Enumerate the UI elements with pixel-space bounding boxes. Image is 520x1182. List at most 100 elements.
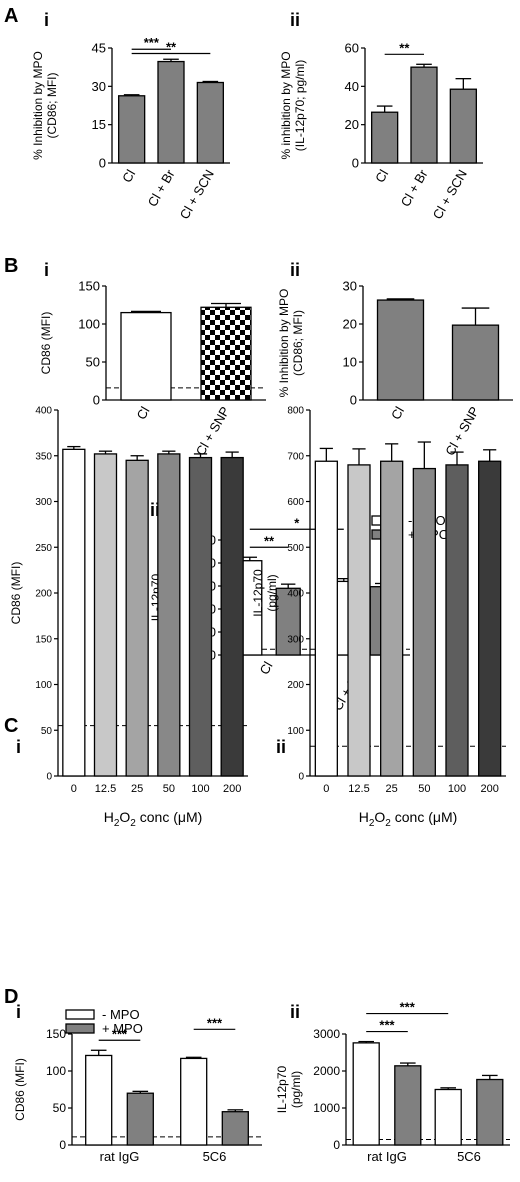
y-tick-label: 0 — [352, 156, 359, 171]
y-tick-label: 0 — [350, 393, 357, 408]
section-label-A: A — [4, 5, 18, 27]
y-tick-label: 0 — [209, 648, 216, 663]
bar — [196, 81, 224, 164]
legend-swatch — [65, 1009, 95, 1020]
y-axis-label: CD86 (MFI) — [9, 562, 23, 625]
bar — [118, 95, 146, 164]
bar — [220, 456, 244, 777]
bar — [380, 460, 404, 777]
y-axis-label-2: (CD86; MFI) — [291, 310, 305, 376]
bar — [410, 66, 438, 164]
bar — [449, 88, 477, 164]
bar — [62, 448, 86, 777]
y-tick-label: 350 — [35, 451, 52, 462]
x-tick-label: 200 — [480, 783, 498, 795]
x-tick-label: 5C6 — [457, 1149, 481, 1164]
panel-label: i — [16, 1002, 21, 1022]
x-tick-label: Cl + Br — [145, 166, 178, 209]
significance-label: *** — [112, 1026, 128, 1041]
y-tick-label: 15 — [92, 117, 106, 132]
panel-A-ii: ii 0 20 40 60 % inhibition by MPO (IL-12p70; p… — [279, 10, 483, 222]
x-tick-label: Cl + SCN — [430, 167, 470, 222]
y-tick-label: 100 — [46, 1064, 66, 1078]
x-axis-label: H2O2 conc (μM) — [359, 809, 458, 829]
y-axis-label: IL-12p70 — [251, 569, 265, 617]
y-axis-label: CD86 (MFI) — [13, 1058, 27, 1121]
y-tick-label: 30 — [343, 279, 357, 294]
y-tick-label: 0 — [93, 393, 100, 408]
panel-A-i: i 0 15 30 45 % Inhibition by MPO (CD86; MFI) Cl… — [31, 10, 230, 222]
y-axis-label-2: (IL-12p70; pg/ml) — [293, 60, 307, 151]
bar — [478, 460, 502, 777]
x-tick-label: rat IgG — [367, 1149, 407, 1164]
y-tick-label: 500 — [287, 543, 304, 554]
bar — [125, 459, 149, 777]
bar — [347, 464, 371, 777]
section-label-B: B — [4, 255, 18, 277]
x-tick-label: 0 — [323, 783, 329, 795]
panel-label: ii — [290, 260, 300, 280]
y-tick-label: 20 — [343, 317, 357, 332]
y-tick-label: 400 — [35, 406, 52, 417]
y-tick-label: 300 — [35, 497, 52, 508]
y-tick-label: 0 — [333, 1138, 340, 1152]
x-tick-label: Cl — [133, 404, 152, 422]
y-tick-label: 700 — [287, 451, 304, 462]
panel-label: ii — [290, 1002, 300, 1022]
significance-label: *** — [207, 1015, 223, 1030]
panel-label: i — [16, 737, 21, 757]
y-tick-label: 40 — [345, 79, 359, 94]
y-tick-label: 60 — [345, 41, 359, 56]
panel-D-ii: ii 0 1000 2000 3000 IL-12p70 (pg/ml) rat IgG 5C6… — [275, 1000, 510, 1164]
bar — [394, 1065, 422, 1146]
y-tick-label: 150 — [35, 634, 52, 645]
x-tick-label: rat IgG — [100, 1149, 140, 1164]
y-axis-label: % Inhibition by MPO — [31, 51, 45, 160]
x-tick-label: Cl + SNP — [442, 404, 482, 458]
x-tick-label: 50 — [418, 783, 430, 795]
panel-label: i — [44, 260, 49, 280]
x-tick-label: Cl — [388, 404, 407, 422]
bar — [476, 1078, 504, 1146]
significance-label: ** — [166, 39, 177, 54]
x-tick-label: 5C6 — [203, 1149, 227, 1164]
x-tick-label: 50 — [163, 783, 175, 795]
x-tick-label: Cl — [256, 659, 275, 677]
y-tick-label: 20 — [345, 117, 359, 132]
significance-label: *** — [400, 1000, 416, 1015]
y-axis-label: % inhibition by MPO — [279, 51, 293, 159]
y-tick-label: 800 — [287, 406, 304, 417]
y-tick-label: 600 — [287, 497, 304, 508]
bar — [376, 299, 425, 401]
significance-label: ** — [264, 533, 275, 548]
panel-B-i: i 0 50 100 150 CD86 (MFI) Cl Cl + SNP — [39, 260, 266, 458]
bar — [180, 1057, 208, 1146]
y-axis-label: CD86 (MFI) — [39, 312, 53, 375]
bar — [434, 1088, 462, 1146]
bar — [314, 460, 338, 777]
y-axis-label-2: (CD86; MFI) — [45, 72, 59, 138]
bar — [445, 464, 469, 777]
x-tick-label: Cl — [119, 167, 138, 185]
significance-label: * — [294, 515, 300, 530]
significance-label: *** — [379, 1018, 395, 1033]
x-tick-label: 25 — [131, 783, 143, 795]
x-tick-label: 0 — [71, 783, 77, 795]
y-tick-label: 0 — [99, 156, 106, 171]
y-tick-label: 50 — [53, 1101, 67, 1115]
bar — [221, 1111, 249, 1146]
x-tick-label: 25 — [386, 783, 398, 795]
y-tick-label: 0 — [46, 772, 52, 783]
y-axis-label: % Inhibition by MPO — [277, 289, 291, 398]
y-tick-label: 100 — [287, 726, 304, 737]
x-tick-label: 100 — [448, 783, 466, 795]
bar — [352, 1042, 380, 1146]
x-tick-label: 100 — [191, 783, 209, 795]
bar — [93, 453, 118, 777]
x-tick-label: 200 — [223, 783, 241, 795]
y-tick-label: 0 — [59, 1138, 66, 1152]
bar — [451, 324, 500, 401]
